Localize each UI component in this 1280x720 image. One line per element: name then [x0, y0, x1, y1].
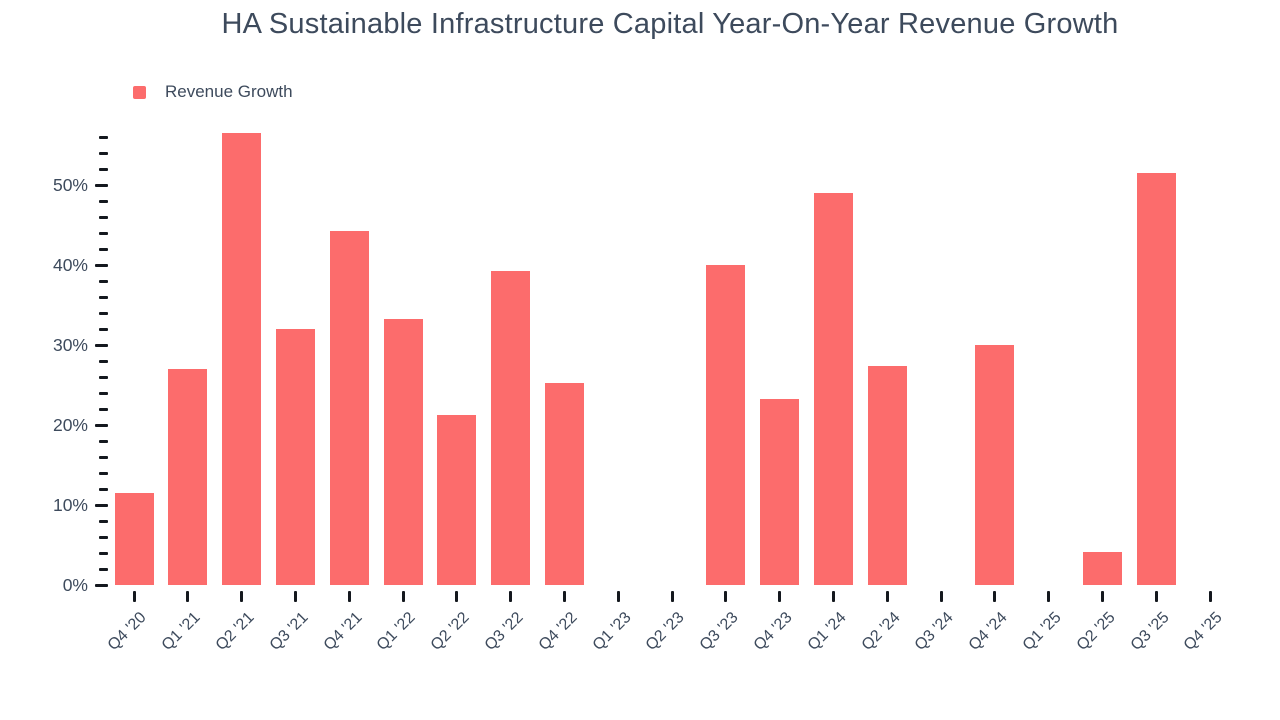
y-axis-minor-tick [99, 199, 108, 203]
x-axis-label: Q4 '24 [965, 609, 1011, 655]
y-axis-label: 30% [52, 335, 88, 355]
y-axis-minor-tick [99, 135, 108, 139]
x-axis-label: Q4 '22 [535, 609, 581, 655]
x-axis-label: Q2 '21 [212, 609, 258, 655]
y-axis-minor-tick [99, 215, 108, 219]
y-axis-major-tick [95, 343, 108, 347]
x-axis-label: Q2 '23 [643, 609, 689, 655]
x-axis-label: Q3 '23 [696, 609, 742, 655]
x-axis-label: Q4 '20 [105, 609, 151, 655]
x-axis-label: Q1 '24 [804, 609, 850, 655]
bar [975, 345, 1015, 585]
bar [329, 231, 369, 585]
y-axis-minor-tick [99, 375, 108, 379]
x-axis-tick [1047, 591, 1051, 602]
x-axis-tick [993, 591, 997, 602]
x-axis-label: Q2 '22 [427, 609, 473, 655]
x-axis-tick [455, 591, 459, 602]
x-axis-label: Q2 '25 [1073, 609, 1119, 655]
y-axis-label: 20% [52, 415, 88, 435]
bar [1136, 173, 1176, 585]
x-axis-label: Q1 '22 [374, 609, 420, 655]
y-axis-minor-tick [99, 439, 108, 443]
x-axis-tick [616, 591, 620, 602]
x-axis-tick [885, 591, 889, 602]
x-axis-label: Q3 '22 [481, 609, 527, 655]
x-axis-label: Q4 '23 [750, 609, 796, 655]
x-axis-label: Q1 '25 [1019, 609, 1065, 655]
y-axis-minor-tick [99, 391, 108, 395]
bar [222, 133, 262, 585]
bar [491, 271, 531, 585]
y-axis-label: 10% [52, 495, 88, 515]
x-axis-tick [1208, 591, 1212, 602]
legend: Revenue Growth [133, 82, 293, 102]
x-axis-tick [1100, 591, 1104, 602]
y-axis-minor-tick [99, 151, 108, 155]
y-axis-minor-tick [99, 359, 108, 363]
x-axis-tick [778, 591, 782, 602]
bar [1082, 552, 1122, 585]
x-axis-tick [1154, 591, 1158, 602]
x-axis-tick [670, 591, 674, 602]
y-axis-major-tick [95, 263, 108, 267]
x-axis-label: Q1 '23 [589, 609, 635, 655]
y-axis-minor-tick [99, 471, 108, 475]
y-axis-major-tick [95, 583, 108, 587]
bar [813, 193, 853, 585]
x-axis-label: Q1 '21 [158, 609, 204, 655]
bar [168, 369, 208, 585]
bar [706, 265, 746, 585]
x-axis-tick [293, 591, 297, 602]
y-axis-minor-tick [99, 535, 108, 539]
y-axis-minor-tick [99, 279, 108, 283]
bar [760, 399, 800, 585]
chart-title: HA Sustainable Infrastructure Capital Ye… [221, 8, 1119, 40]
y-axis-minor-tick [99, 455, 108, 459]
y-axis-label: 50% [52, 175, 88, 195]
y-axis-minor-tick [99, 407, 108, 411]
bar [544, 382, 584, 585]
x-axis-tick [562, 591, 566, 602]
y-axis-minor-tick [99, 551, 108, 555]
y-axis-minor-tick [99, 567, 108, 571]
bar [275, 329, 315, 585]
y-axis-minor-tick [99, 519, 108, 523]
x-axis-label: Q4 '25 [1181, 609, 1227, 655]
y-axis-major-tick [95, 183, 108, 187]
x-axis-tick [724, 591, 728, 602]
y-axis-minor-tick [99, 167, 108, 171]
bar [114, 493, 154, 585]
bar [383, 319, 423, 585]
x-axis-tick [132, 591, 136, 602]
y-axis-minor-tick [99, 311, 108, 315]
y-axis-label: 0% [62, 575, 88, 595]
y-axis-minor-tick [99, 247, 108, 251]
x-axis-label: Q3 '25 [1127, 609, 1173, 655]
x-axis-tick [401, 591, 405, 602]
legend-swatch-icon [133, 85, 146, 99]
x-axis-label: Q4 '21 [320, 609, 366, 655]
legend-label: Revenue Growth [165, 82, 293, 101]
bar [437, 415, 477, 585]
x-axis-tick [240, 591, 244, 602]
x-axis-tick [186, 591, 190, 602]
y-axis-major-tick [95, 423, 108, 427]
y-axis-label: 40% [52, 255, 88, 275]
y-axis-major-tick [95, 503, 108, 507]
x-axis-tick [347, 591, 351, 602]
bar [867, 365, 907, 585]
x-axis-label: Q3 '21 [266, 609, 312, 655]
y-axis-minor-tick [99, 295, 108, 299]
x-axis-label: Q2 '24 [858, 609, 904, 655]
x-axis-tick [509, 591, 513, 602]
x-axis-tick [939, 591, 943, 602]
y-axis-minor-tick [99, 231, 108, 235]
y-axis-minor-tick [99, 327, 108, 331]
y-axis-minor-tick [99, 487, 108, 491]
x-axis-tick [831, 591, 835, 602]
x-axis-label: Q3 '24 [912, 609, 958, 655]
